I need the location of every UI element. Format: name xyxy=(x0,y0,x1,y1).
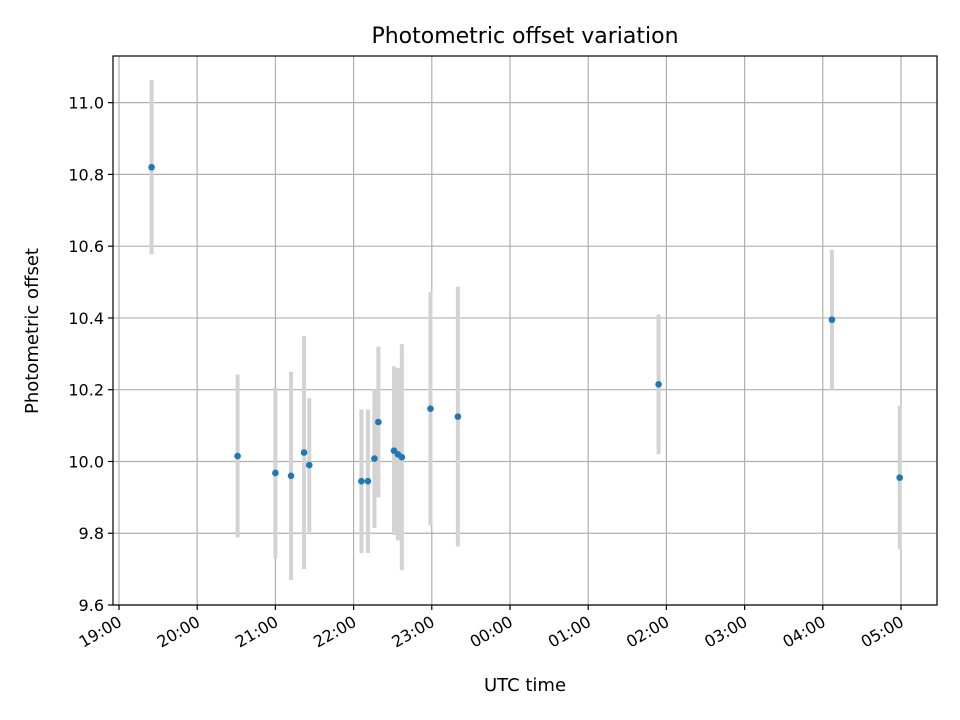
y-tick-label: 10.4 xyxy=(68,309,104,328)
data-point xyxy=(454,413,462,420)
chart-title: Photometric offset variation xyxy=(371,24,678,49)
data-point xyxy=(427,405,434,413)
y-tick-label: 10.6 xyxy=(68,237,104,256)
y-tick-label: 9.6 xyxy=(79,596,104,615)
data-points xyxy=(148,163,903,485)
x-axis-label: UTC time xyxy=(484,675,566,696)
data-point xyxy=(896,474,903,481)
data-point xyxy=(655,381,662,388)
data-point xyxy=(828,316,836,324)
plot-frame xyxy=(112,55,938,606)
y-tick-label: 10.2 xyxy=(68,381,104,400)
data-point xyxy=(305,461,313,469)
y-axis-label: Photometric offset xyxy=(22,248,43,414)
data-point xyxy=(398,453,406,461)
y-tick-label: 11.0 xyxy=(68,94,104,113)
data-point xyxy=(272,469,279,477)
data-point xyxy=(358,477,365,485)
data-point xyxy=(300,449,308,456)
data-point xyxy=(364,477,372,485)
data-point xyxy=(287,472,295,480)
y-axis-ticks: 9.6 9.8 10.0 10.2 10.4 10.6 10.8 11.0 xyxy=(68,94,113,615)
data-point xyxy=(148,163,155,171)
y-tick-label: 10.0 xyxy=(68,452,104,471)
data-point xyxy=(371,455,378,462)
data-point xyxy=(375,418,382,426)
y-tick-label: 9.8 xyxy=(79,524,104,543)
y-tick-label: 10.8 xyxy=(68,165,104,184)
data-point xyxy=(234,452,241,460)
